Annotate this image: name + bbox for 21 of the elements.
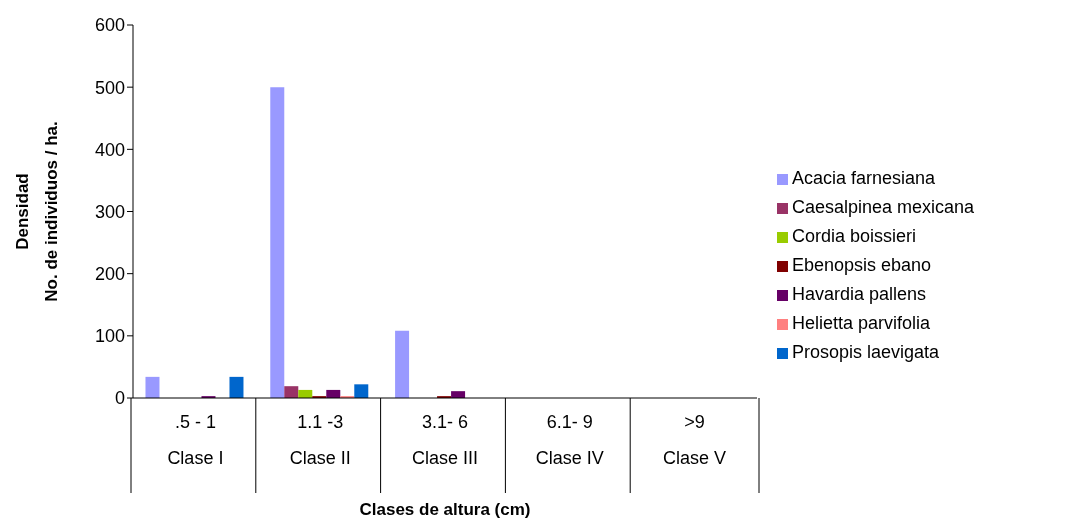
- x-tick-label: .5 - 1 Clase I: [167, 412, 224, 468]
- y-tick-label: 100: [94, 326, 125, 347]
- legend-label: Cordia boissieri: [792, 226, 917, 246]
- y-tick-label: 300: [94, 201, 125, 222]
- legend-label: Caesalpinea mexicana: [792, 197, 975, 217]
- x-axis-title: Clases de altura (cm): [359, 500, 531, 519]
- legend-label: Prosopis laevigata: [792, 342, 940, 362]
- y-tick-label: 200: [94, 264, 125, 285]
- x-tick-label: >9 Clase V: [663, 412, 727, 468]
- legend-label: Ebenopsis ebano: [792, 255, 932, 275]
- y-axis-title: Densidad No. de individuos / ha.: [13, 121, 61, 302]
- x-tick-label: 3.1- 6 Clase III: [411, 412, 479, 468]
- x-tick-label: 6.1- 9 Clase IV: [535, 412, 604, 468]
- legend-label: Acacia farnesiana: [792, 168, 936, 188]
- y-tick-label: 0: [114, 388, 125, 409]
- legend-label: Helietta parvifolia: [792, 313, 931, 333]
- legend-label: Havardia pallens: [792, 284, 927, 304]
- y-tick-label: 400: [94, 139, 125, 160]
- x-tick-label: 1.1 -3 Clase II: [289, 412, 351, 468]
- y-tick-label: 500: [94, 77, 125, 98]
- y-tick-label: 600: [94, 15, 125, 36]
